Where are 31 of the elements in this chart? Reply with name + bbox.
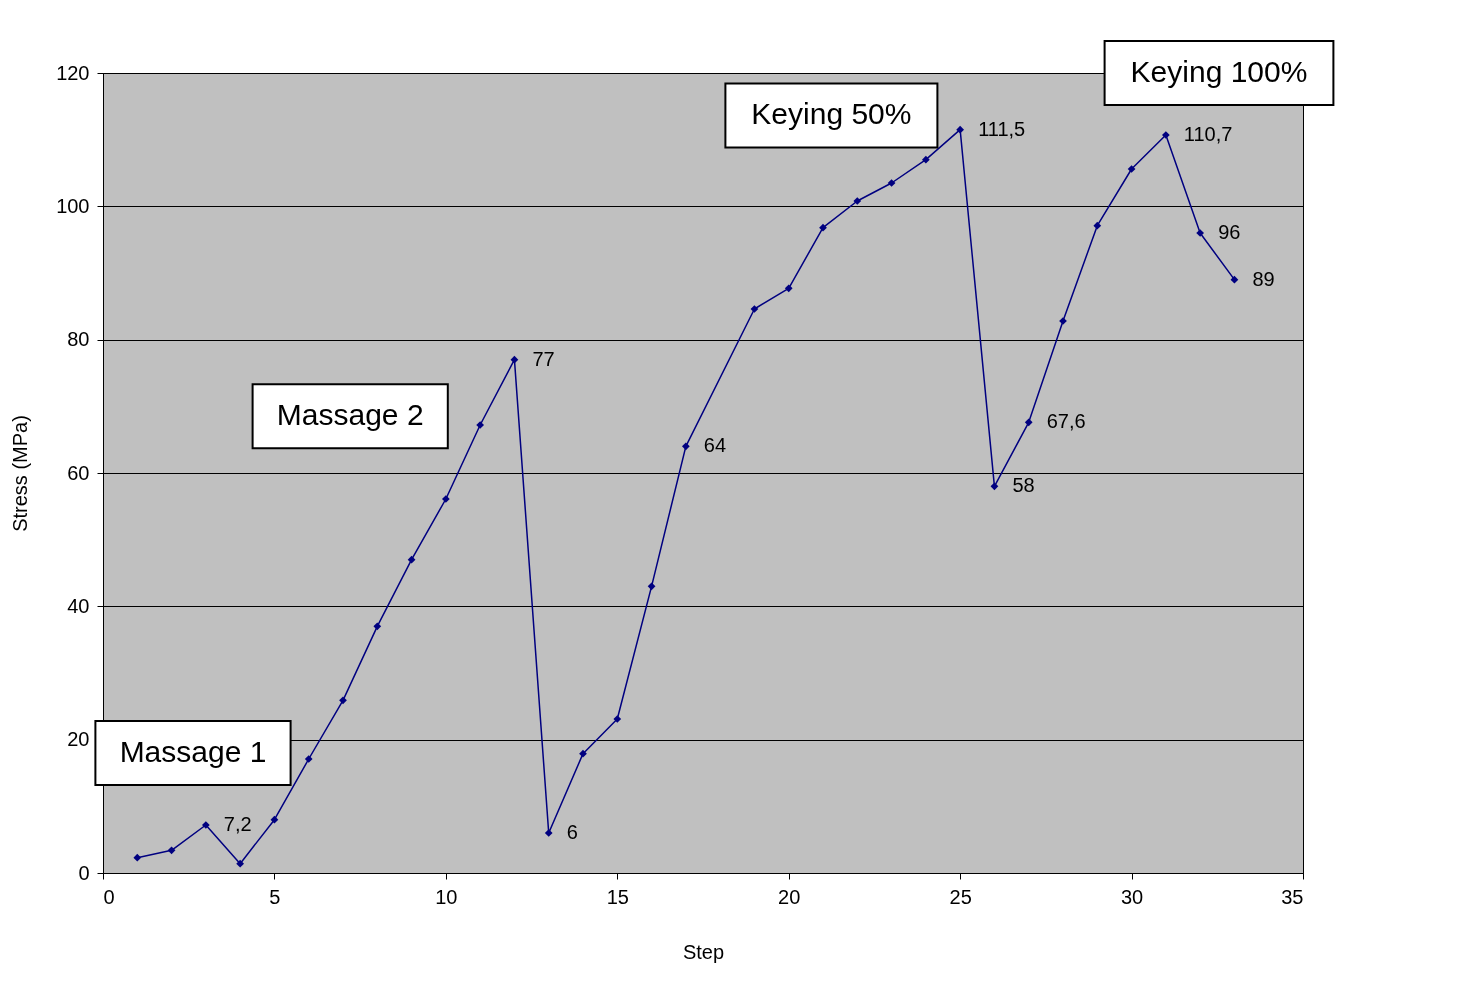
annotation: Keying 50% — [751, 97, 912, 131]
x-tick-label: 0 — [103, 885, 115, 908]
y-tick-label: 60 — [67, 461, 90, 484]
x-tick-label: 5 — [269, 885, 281, 908]
x-tick-label: 15 — [606, 885, 629, 908]
x-tick-label: 35 — [1281, 885, 1304, 908]
data-label: 6 — [566, 821, 578, 843]
y-tick-label: 0 — [78, 861, 90, 884]
y-tick-label: 80 — [67, 328, 90, 351]
annotation: Massage 1 — [119, 735, 267, 768]
annotation: Massage 2 — [276, 398, 424, 432]
y-axis-title: Stress (MPa) — [9, 415, 32, 532]
data-label: 111,5 — [978, 117, 1026, 140]
annotation: Keying 100% — [1130, 55, 1308, 88]
data-label: 89 — [1252, 267, 1275, 290]
y-tick-label: 100 — [56, 194, 90, 217]
data-label: 58 — [1012, 474, 1035, 497]
data-label: 110,7 — [1183, 123, 1233, 145]
data-label: 77 — [532, 347, 555, 370]
x-tick-label: 30 — [1120, 885, 1144, 908]
data-label: 7,2 — [223, 813, 252, 835]
y-tick-label: 20 — [67, 728, 90, 751]
y-tick-label: 40 — [67, 594, 90, 617]
data-label: 67,6 — [1046, 410, 1086, 433]
x-axis-title: Step — [682, 940, 725, 963]
data-label: 96 — [1218, 221, 1241, 243]
data-label: 64 — [703, 434, 727, 457]
x-tick-label: 10 — [435, 885, 458, 908]
y-tick-label: 120 — [56, 61, 90, 84]
x-tick-label: 20 — [778, 885, 801, 908]
x-tick-label: 25 — [949, 885, 972, 908]
